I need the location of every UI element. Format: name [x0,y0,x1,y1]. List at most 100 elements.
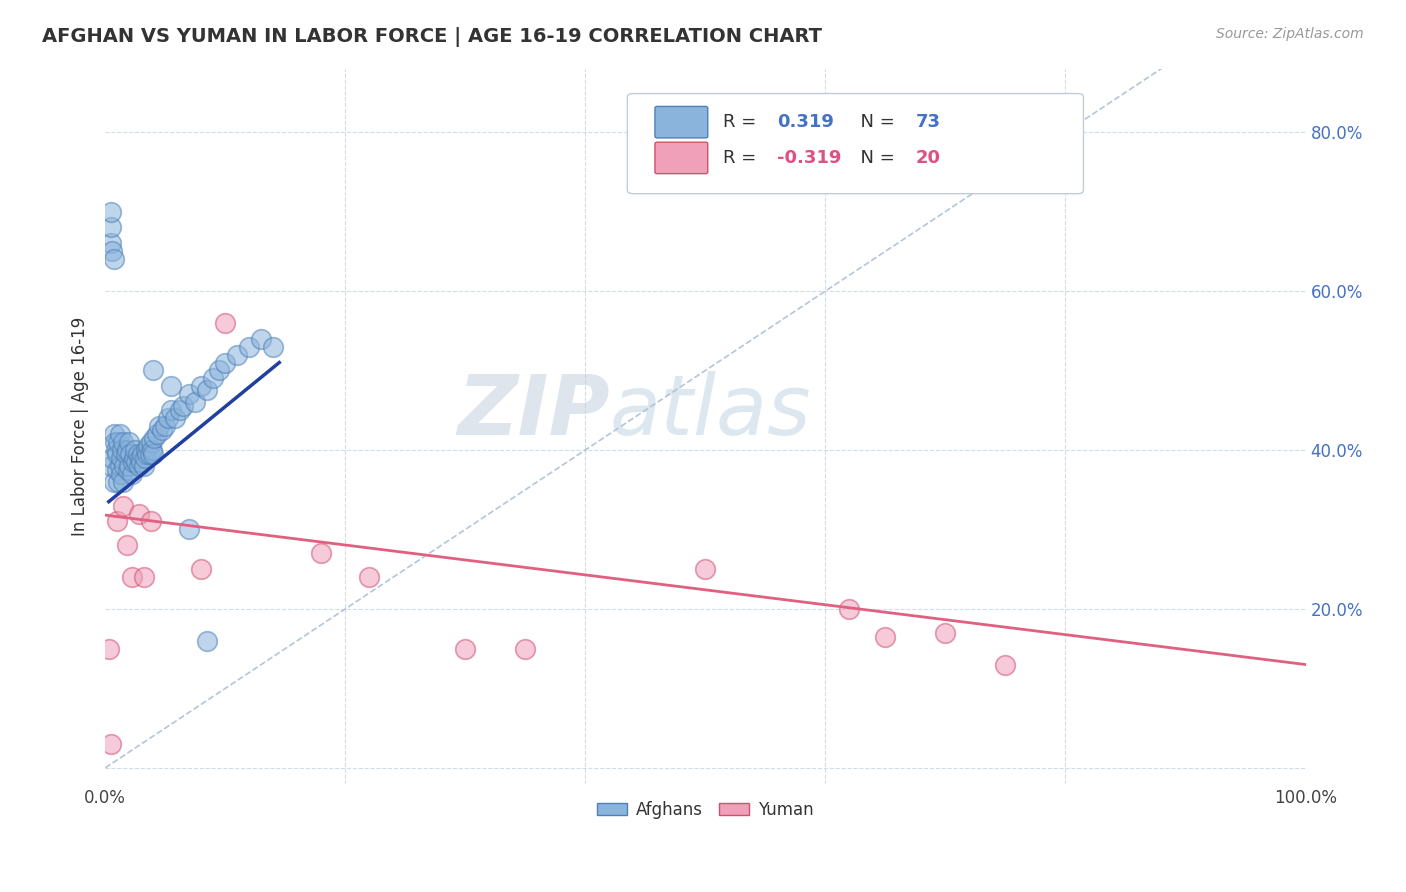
Point [108,458,131,473]
Text: 73: 73 [915,113,941,131]
Point [208,363,231,377]
Point [136,447,159,461]
FancyBboxPatch shape [627,94,1084,194]
Point [100,204,122,219]
Point [112,499,135,513]
Point [695,562,717,576]
Point [103,427,125,442]
Text: atlas: atlas [609,371,811,452]
Text: AFGHAN VS YUMAN IN LABOR FORCE | AGE 16-19 CORRELATION CHART: AFGHAN VS YUMAN IN LABOR FORCE | AGE 16-… [42,27,823,46]
Point [128,458,150,473]
Text: 0.319: 0.319 [778,113,834,131]
Point [129,455,152,469]
Point [214,355,236,369]
Point [125,455,148,469]
Point [117,463,139,477]
Point [934,625,956,640]
Point [105,447,128,461]
Point [111,442,134,457]
Point [143,431,166,445]
Text: N =: N = [849,113,901,131]
Legend: Afghans, Yuman: Afghans, Yuman [591,794,820,825]
Point [163,411,186,425]
Point [172,399,194,413]
Point [105,515,128,529]
Point [838,602,860,616]
Point [121,467,143,481]
Point [108,427,131,442]
Text: ZIP: ZIP [457,371,609,452]
Point [121,570,143,584]
Point [190,562,212,576]
Point [118,435,141,450]
Point [515,641,537,656]
Point [156,411,179,425]
Text: Source: ZipAtlas.com: Source: ZipAtlas.com [1216,27,1364,41]
Point [184,395,207,409]
Point [875,630,897,644]
Point [226,348,249,362]
Point [104,435,127,450]
Point [132,458,155,473]
Point [129,450,152,465]
Point [115,442,138,457]
Y-axis label: In Labor Force | Age 16-19: In Labor Force | Age 16-19 [72,317,89,536]
Point [141,442,163,457]
Point [121,455,143,469]
Point [134,450,156,465]
Point [262,340,284,354]
Point [128,507,150,521]
Text: R =: R = [723,113,762,131]
Point [142,363,165,377]
Point [142,447,165,461]
Point [105,463,128,477]
Point [120,447,142,461]
Point [97,641,120,656]
Point [124,442,146,457]
Point [132,570,155,584]
Point [214,316,236,330]
Point [160,403,183,417]
Point [110,450,132,465]
Point [101,244,124,259]
Point [118,458,141,473]
Point [100,737,122,751]
Point [112,435,135,450]
Point [131,447,153,461]
Point [160,379,183,393]
Point [179,387,201,401]
Point [100,236,122,251]
Point [122,450,145,465]
Point [195,384,218,398]
Text: N =: N = [849,149,901,167]
Point [155,419,177,434]
Point [105,442,128,457]
Point [146,427,169,442]
FancyBboxPatch shape [655,142,707,174]
Point [454,641,477,656]
Point [135,442,157,457]
Point [107,475,129,489]
Point [169,403,191,417]
Point [110,467,132,481]
Point [195,633,218,648]
Text: 20: 20 [915,149,941,167]
Point [103,252,125,267]
Text: R =: R = [723,149,762,167]
FancyBboxPatch shape [655,106,707,138]
Point [139,435,162,450]
Point [148,419,170,434]
Point [115,538,138,552]
Point [250,332,273,346]
Point [138,447,160,461]
Point [150,423,173,437]
Point [112,475,135,489]
Point [190,379,212,393]
Point [202,371,225,385]
Text: -0.319: -0.319 [778,149,842,167]
Point [309,546,332,560]
Point [103,475,125,489]
Point [107,435,129,450]
Point [138,439,160,453]
Point [100,220,122,235]
